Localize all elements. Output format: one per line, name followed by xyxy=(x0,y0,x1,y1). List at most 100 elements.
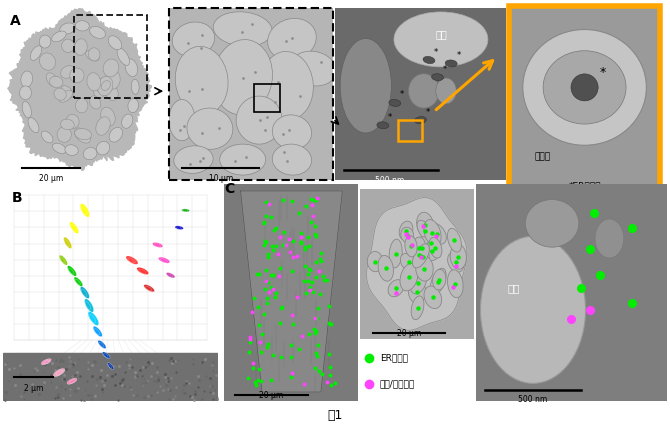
Ellipse shape xyxy=(415,256,433,281)
Ellipse shape xyxy=(166,273,175,278)
Polygon shape xyxy=(241,191,342,392)
Polygon shape xyxy=(224,184,358,401)
Ellipse shape xyxy=(42,359,51,365)
Ellipse shape xyxy=(109,127,123,142)
Ellipse shape xyxy=(68,266,76,276)
Ellipse shape xyxy=(28,117,39,133)
Ellipse shape xyxy=(107,363,114,370)
Text: 液胞: 液胞 xyxy=(508,283,520,293)
Ellipse shape xyxy=(172,22,214,57)
Ellipse shape xyxy=(90,26,105,39)
Ellipse shape xyxy=(394,12,488,67)
Ellipse shape xyxy=(106,70,120,89)
Polygon shape xyxy=(476,184,667,401)
Ellipse shape xyxy=(46,73,58,87)
Ellipse shape xyxy=(83,148,97,160)
Ellipse shape xyxy=(88,312,98,326)
Ellipse shape xyxy=(70,222,78,234)
Ellipse shape xyxy=(40,35,51,48)
Polygon shape xyxy=(3,353,218,401)
Ellipse shape xyxy=(88,48,100,61)
Ellipse shape xyxy=(291,51,336,86)
Text: 10 μm: 10 μm xyxy=(209,174,233,183)
Ellipse shape xyxy=(174,146,213,173)
Ellipse shape xyxy=(97,76,113,96)
Ellipse shape xyxy=(74,39,87,56)
Ellipse shape xyxy=(272,115,312,149)
Ellipse shape xyxy=(409,282,426,303)
Ellipse shape xyxy=(411,296,424,320)
Text: A: A xyxy=(9,14,20,28)
Bar xyxy=(398,120,422,141)
Ellipse shape xyxy=(543,51,626,124)
Ellipse shape xyxy=(267,18,316,60)
Ellipse shape xyxy=(424,240,440,261)
Ellipse shape xyxy=(220,144,266,175)
Text: 20 μm: 20 μm xyxy=(397,329,421,338)
Ellipse shape xyxy=(50,76,63,88)
Text: *: * xyxy=(600,66,606,79)
Polygon shape xyxy=(169,8,333,180)
Ellipse shape xyxy=(423,56,435,64)
Ellipse shape xyxy=(105,85,119,100)
Text: *: * xyxy=(434,47,438,56)
Ellipse shape xyxy=(187,108,233,149)
Ellipse shape xyxy=(75,21,89,31)
Ellipse shape xyxy=(261,51,314,120)
Ellipse shape xyxy=(571,74,598,101)
Ellipse shape xyxy=(424,220,441,246)
Ellipse shape xyxy=(525,200,579,247)
Ellipse shape xyxy=(411,273,426,294)
Ellipse shape xyxy=(74,128,92,139)
Ellipse shape xyxy=(103,59,119,77)
Ellipse shape xyxy=(54,368,65,377)
Text: *ERボディ: *ERボディ xyxy=(568,181,601,190)
Text: *: * xyxy=(400,90,404,100)
Ellipse shape xyxy=(40,53,56,70)
Bar xyxy=(74,15,147,98)
Ellipse shape xyxy=(367,251,383,272)
Ellipse shape xyxy=(137,267,149,275)
Text: 2 μm: 2 μm xyxy=(23,385,43,393)
Text: B: B xyxy=(12,191,23,205)
Ellipse shape xyxy=(74,277,83,287)
Ellipse shape xyxy=(399,221,413,240)
Text: 図1: 図1 xyxy=(328,409,342,422)
Ellipse shape xyxy=(42,131,53,143)
Text: ERボディ: ERボディ xyxy=(380,354,407,363)
Ellipse shape xyxy=(109,36,122,50)
Ellipse shape xyxy=(388,280,404,297)
Ellipse shape xyxy=(413,237,426,260)
Ellipse shape xyxy=(272,144,312,175)
Ellipse shape xyxy=(22,101,31,118)
Ellipse shape xyxy=(436,78,456,104)
Ellipse shape xyxy=(117,48,129,65)
Ellipse shape xyxy=(144,285,155,292)
Polygon shape xyxy=(335,8,506,180)
Ellipse shape xyxy=(416,248,429,266)
Ellipse shape xyxy=(128,98,139,113)
Text: 500 nm: 500 nm xyxy=(375,176,404,185)
Ellipse shape xyxy=(213,39,273,115)
Ellipse shape xyxy=(433,269,446,290)
Ellipse shape xyxy=(448,270,463,298)
Ellipse shape xyxy=(66,114,79,128)
Ellipse shape xyxy=(401,253,417,272)
Ellipse shape xyxy=(421,232,440,254)
Ellipse shape xyxy=(21,71,33,87)
Ellipse shape xyxy=(126,256,138,264)
Ellipse shape xyxy=(175,226,184,229)
Ellipse shape xyxy=(96,78,107,93)
Ellipse shape xyxy=(448,229,462,252)
Ellipse shape xyxy=(389,239,402,268)
Ellipse shape xyxy=(93,326,103,337)
Ellipse shape xyxy=(236,96,282,144)
Ellipse shape xyxy=(61,66,75,78)
Ellipse shape xyxy=(417,220,433,241)
Ellipse shape xyxy=(405,236,417,257)
Ellipse shape xyxy=(61,86,73,98)
Ellipse shape xyxy=(64,40,76,51)
Ellipse shape xyxy=(389,100,401,106)
Ellipse shape xyxy=(80,287,89,298)
Ellipse shape xyxy=(450,244,466,269)
